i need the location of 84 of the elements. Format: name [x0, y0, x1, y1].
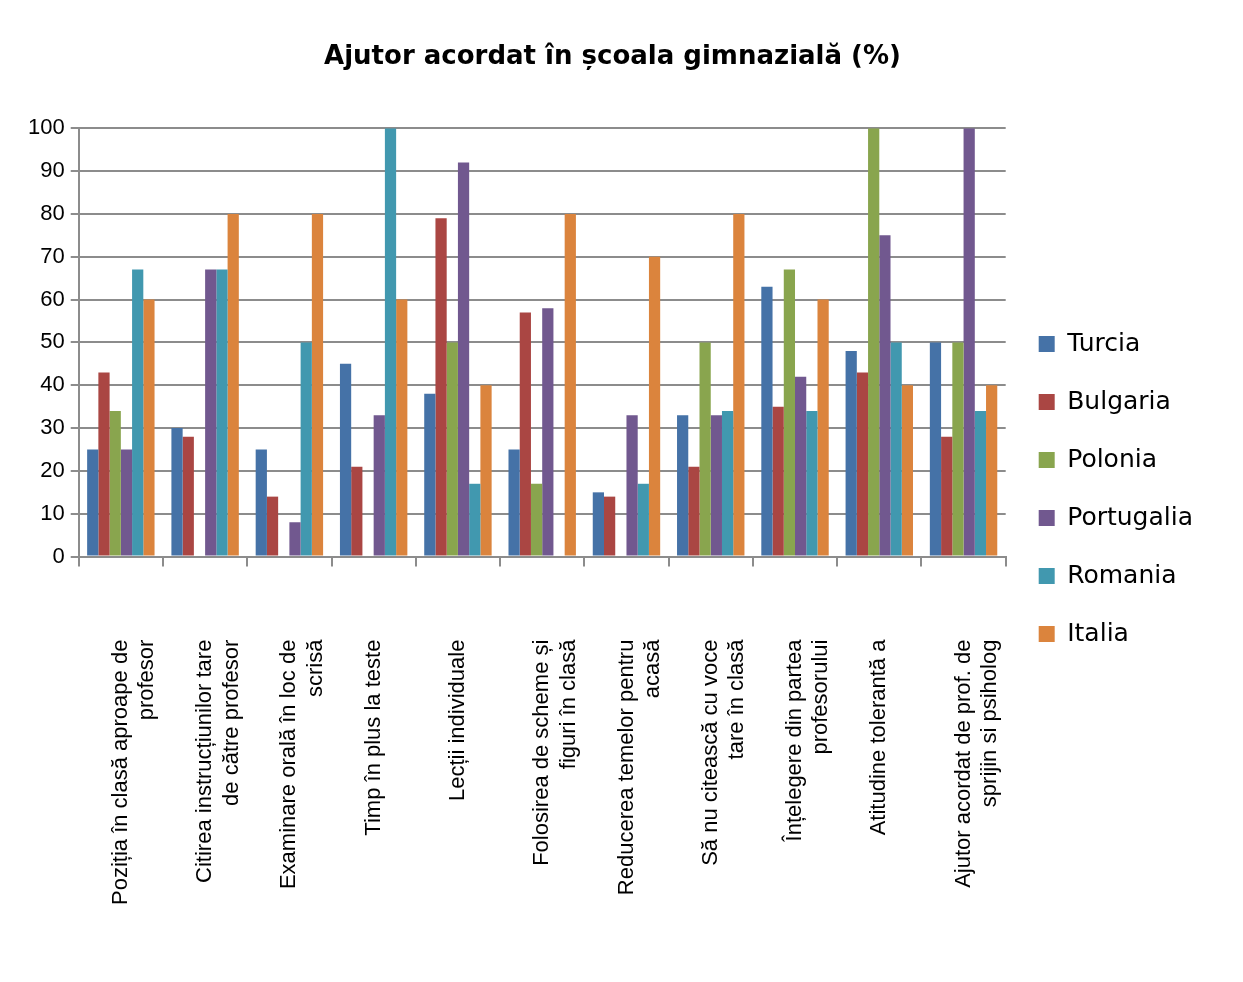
bar: [941, 436, 953, 556]
bar: [120, 449, 133, 556]
bar: [817, 299, 829, 556]
x-tick-label: Poziția în clasă aproape de profesor: [106, 639, 159, 906]
bar: [300, 342, 312, 556]
y-tick-label: 10: [40, 499, 65, 525]
bar: [845, 350, 857, 556]
bar: [205, 269, 217, 556]
y-tick-label: 40: [40, 371, 65, 397]
bar: [901, 385, 913, 556]
bar: [109, 410, 121, 556]
bar: [648, 256, 661, 556]
bar: [592, 492, 604, 556]
x-tick-label: Atitudine tolerantă a: [865, 638, 891, 836]
y-tick-label: 50: [40, 328, 65, 354]
bar: [373, 415, 385, 556]
bar: [457, 162, 470, 556]
bar: [216, 269, 228, 556]
bar: [795, 376, 807, 556]
bar: [480, 385, 492, 556]
bar: [772, 406, 784, 556]
bar: [143, 299, 155, 556]
y-tick-label: 0: [52, 542, 65, 568]
y-tick-label: 80: [40, 199, 65, 225]
legend-label: Turcia: [1066, 327, 1141, 357]
bar: [974, 410, 987, 556]
bar: [132, 269, 144, 556]
bar: [530, 483, 543, 556]
x-tick-label: Lecții individuale: [443, 639, 469, 802]
x-tick-label: Timp în plus la teste: [359, 639, 385, 836]
bar: [783, 269, 796, 556]
legend-label: Portugalia: [1067, 501, 1194, 531]
bar: [519, 312, 531, 556]
bar: [952, 342, 964, 556]
bar: [435, 218, 447, 556]
bar: [508, 449, 520, 556]
x-tick-label: Folosirea de scheme și figuri în clasă: [528, 638, 580, 866]
y-tick-label: 30: [40, 414, 65, 440]
bar: [710, 415, 722, 556]
bar: [890, 342, 902, 556]
bar: [604, 496, 616, 556]
bar: [699, 342, 711, 556]
legend-label: Italia: [1067, 617, 1129, 647]
bar: [182, 436, 194, 556]
bar: [542, 308, 554, 556]
legend-label: Romania: [1067, 559, 1177, 589]
bar: [446, 342, 458, 556]
bar: [289, 522, 301, 556]
y-tick-label: 70: [40, 242, 65, 268]
bar: [424, 393, 436, 556]
chart-title: Ajutor acordat în școala gimnazială (%): [324, 40, 901, 71]
bar: [87, 449, 99, 556]
bar: [856, 372, 869, 556]
y-tick-label: 100: [27, 114, 65, 140]
bar: [171, 428, 183, 556]
bar: [469, 483, 481, 556]
bar: [806, 410, 818, 556]
bar: [733, 213, 745, 556]
bar: [963, 128, 975, 556]
y-tick-label: 90: [40, 157, 65, 183]
y-tick-label: 20: [40, 456, 65, 482]
bar: [227, 213, 239, 556]
bar: [688, 466, 700, 556]
bar: [986, 385, 998, 556]
bar: [384, 128, 397, 556]
bar: [637, 483, 649, 556]
bar: [626, 415, 638, 556]
bar: [761, 286, 773, 556]
bar: [868, 128, 880, 556]
bar: [721, 410, 734, 556]
bar: [396, 299, 408, 556]
bar: [879, 235, 891, 556]
y-tick-label: 60: [40, 285, 65, 311]
bar: [98, 372, 110, 556]
bar: [564, 213, 576, 556]
bar: [677, 415, 689, 556]
bar: [929, 342, 942, 556]
bar: [339, 363, 352, 556]
bar: [266, 496, 279, 556]
legend-label: Bulgaria: [1067, 385, 1171, 415]
bar: [351, 466, 363, 556]
legend-label: Polonia: [1067, 443, 1158, 473]
bar: [311, 213, 324, 556]
bar: [255, 449, 267, 556]
